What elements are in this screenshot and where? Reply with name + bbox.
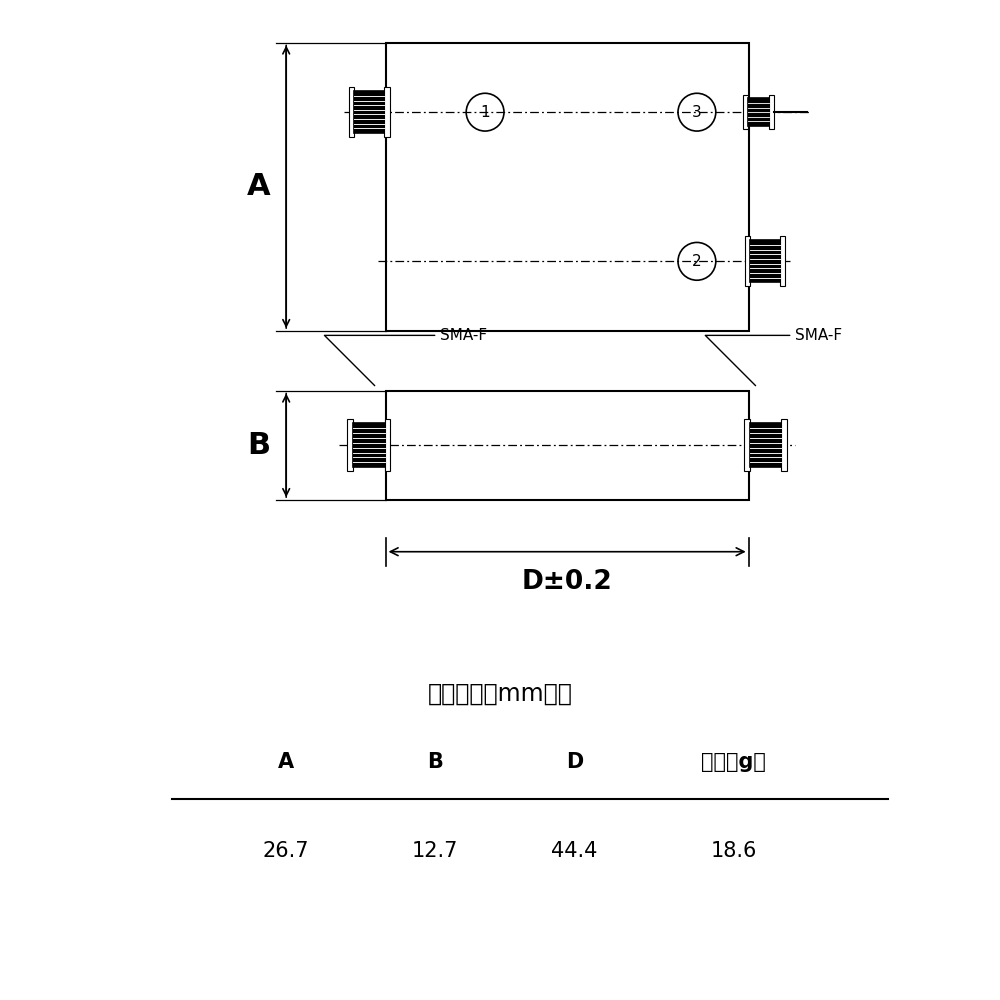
Text: 2: 2 [692, 254, 702, 269]
Text: 26.7: 26.7 [263, 841, 309, 861]
Bar [354, 91, 384, 133]
Bar [750, 240, 780, 282]
Bar [748, 98, 769, 126]
Text: D: D [566, 752, 583, 772]
Text: SMA-F: SMA-F [705, 328, 842, 386]
Bar [385, 419, 390, 471]
Bar [781, 419, 787, 471]
Bar [744, 419, 750, 471]
Text: B: B [247, 431, 270, 460]
Bar [750, 423, 781, 467]
Bar [347, 419, 353, 471]
Text: 44.4: 44.4 [551, 841, 598, 861]
Bar [780, 236, 785, 286]
Bar [769, 95, 774, 129]
Text: A: A [278, 752, 294, 772]
Text: A: A [247, 172, 270, 201]
Text: B: B [427, 752, 443, 772]
Text: SMA-F: SMA-F [324, 328, 487, 386]
Bar [743, 95, 748, 129]
Bar [384, 87, 390, 137]
Text: 18.6: 18.6 [711, 841, 757, 861]
Bar [353, 423, 385, 467]
Bar [745, 236, 750, 286]
Bar [349, 87, 354, 137]
Bar [386, 391, 749, 500]
Text: 12.7: 12.7 [412, 841, 459, 861]
Text: 3: 3 [692, 105, 702, 120]
Text: D±0.2: D±0.2 [522, 569, 613, 595]
Text: 重量（g）: 重量（g） [701, 752, 766, 772]
Text: 外观尺寸（mm）：: 外观尺寸（mm）： [428, 682, 572, 706]
Bar [386, 43, 749, 331]
Text: 1: 1 [480, 105, 490, 120]
